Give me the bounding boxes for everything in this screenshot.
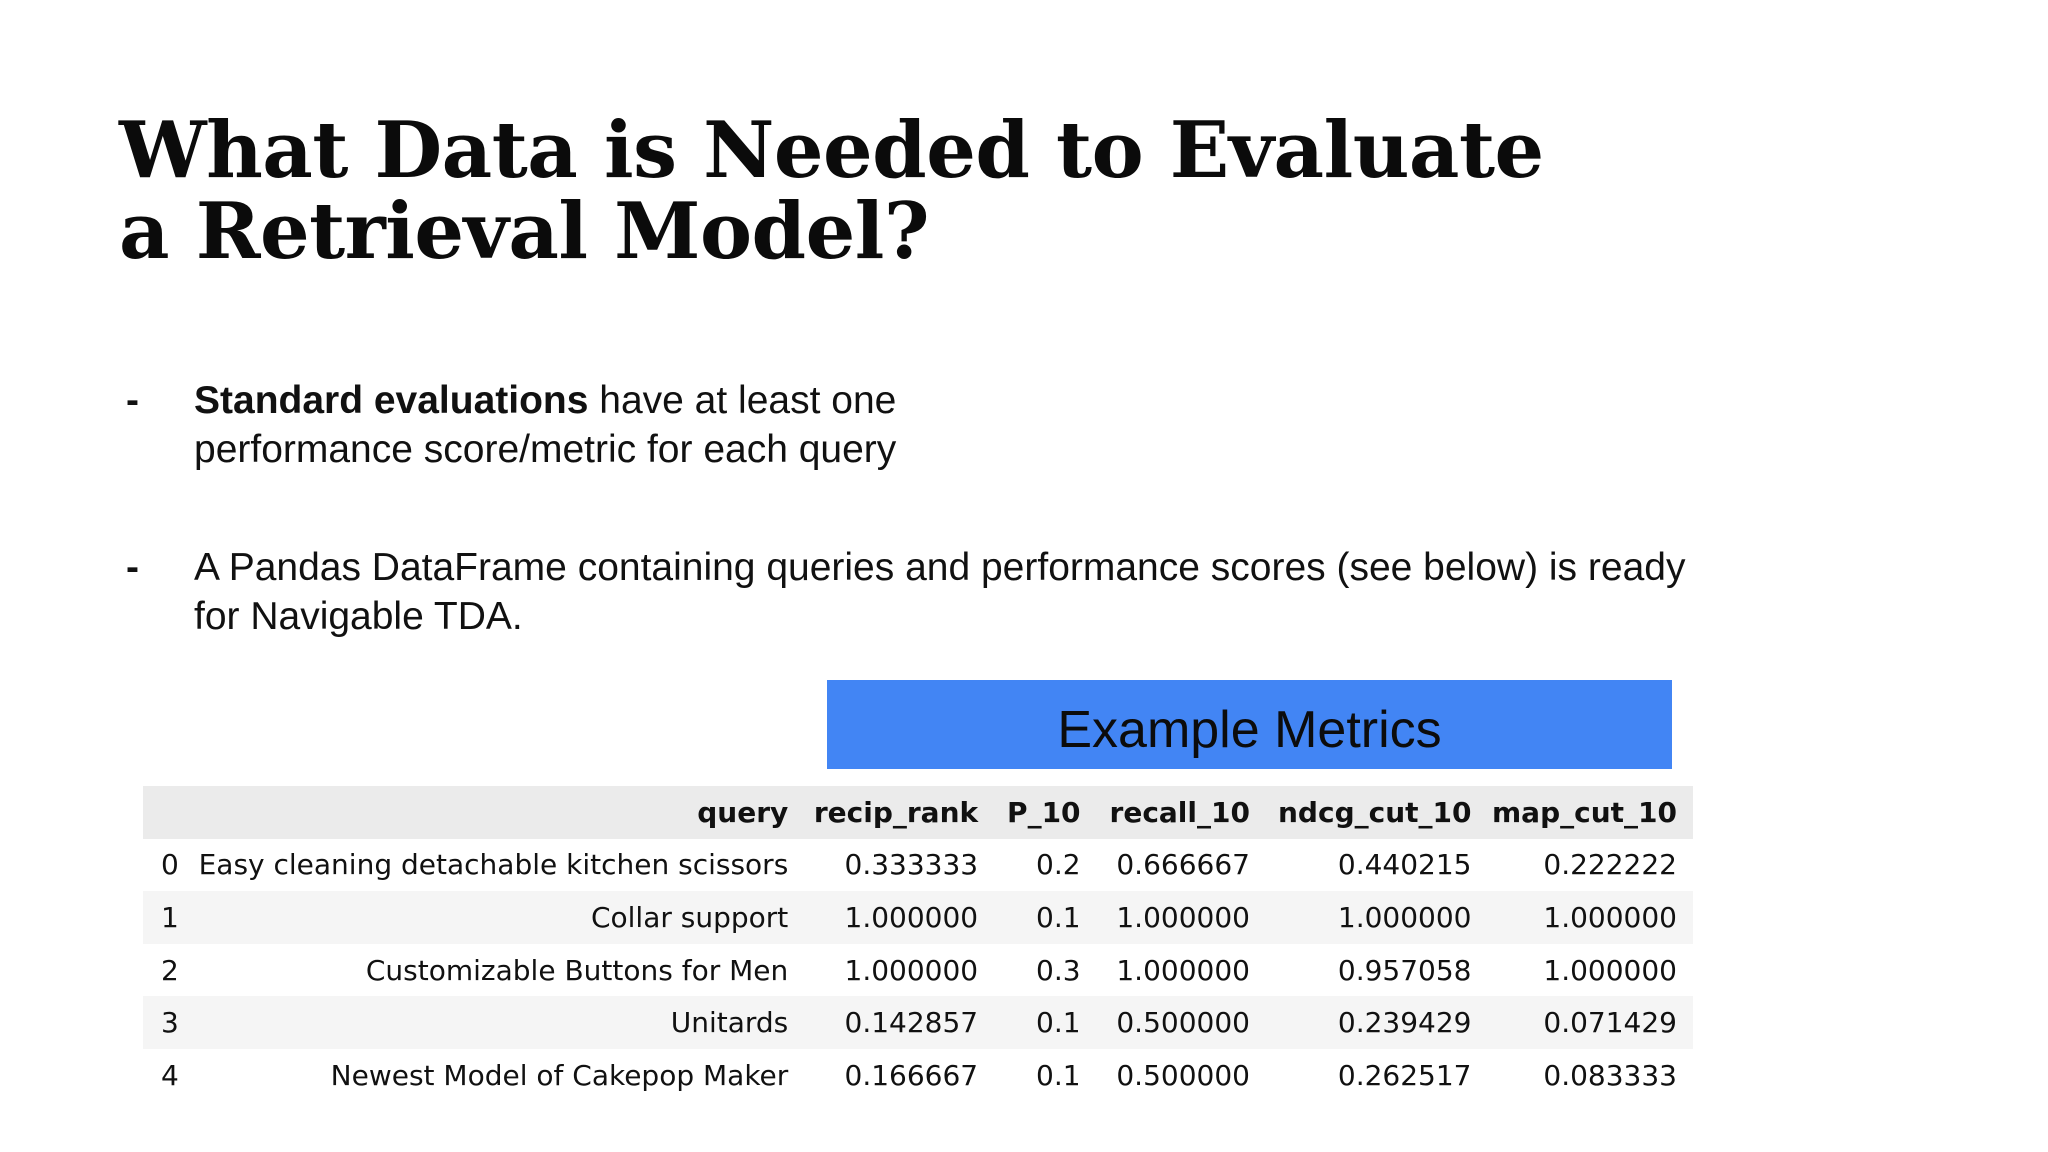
- recall-10-cell: 0.500000: [1116, 1058, 1250, 1092]
- bullet-text: Standard evaluations have at least one p…: [194, 376, 974, 474]
- recip-rank-cell: 1.000000: [844, 900, 979, 934]
- ndcg-cut-10-cell: 0.239429: [1337, 1006, 1472, 1040]
- query-cell: Newest Model of Cakepop Maker: [330, 1058, 789, 1092]
- table-row: 3 Unitards 0.142857 0.1 0.500000 0.23942…: [143, 996, 1693, 1049]
- column-header-recip-rank: recip_rank: [813, 795, 979, 829]
- recip-rank-cell: 0.333333: [844, 848, 979, 882]
- column-header-index: [143, 786, 199, 839]
- query-cell: Unitards: [670, 1006, 789, 1040]
- column-header-map-cut-10: map_cut_10: [1492, 795, 1677, 829]
- table-row: 2 Customizable Buttons for Men 1.000000 …: [143, 943, 1693, 997]
- ndcg-cut-10-cell: 0.262517: [1337, 1058, 1472, 1092]
- p-10-cell: 0.2: [1036, 848, 1081, 882]
- query-cell: Customizable Buttons for Men: [365, 953, 789, 987]
- map-cut-10-cell: 0.083333: [1543, 1058, 1677, 1092]
- column-header-p-10: P_10: [1007, 795, 1081, 829]
- recip-rank-cell: 0.142857: [844, 1006, 979, 1040]
- column-header-ndcg-cut-10: ndcg_cut_10: [1278, 795, 1472, 829]
- example-metrics-banner: Example Metrics: [827, 680, 1672, 769]
- column-header-query: query: [697, 795, 789, 829]
- recip-rank-cell: 0.166667: [844, 1058, 979, 1092]
- recall-10-cell: 1.000000: [1116, 900, 1250, 934]
- map-cut-10-cell: 0.071429: [1543, 1006, 1677, 1040]
- bullet-text: A Pandas DataFrame containing queries an…: [194, 543, 1694, 641]
- p-10-cell: 0.3: [1036, 953, 1081, 987]
- bullet-marker: -: [126, 379, 139, 422]
- recall-10-cell: 1.000000: [1116, 953, 1250, 987]
- recip-rank-cell: 1.000000: [844, 953, 979, 987]
- ndcg-cut-10-cell: 0.440215: [1337, 848, 1472, 882]
- p-10-cell: 0.1: [1036, 900, 1081, 934]
- row-index-cell: 2: [161, 953, 179, 987]
- row-index-cell: 0: [161, 848, 179, 882]
- query-cell: Easy cleaning detachable kitchen scissor…: [198, 848, 789, 882]
- ndcg-cut-10-cell: 0.957058: [1337, 953, 1472, 987]
- row-index-cell: 4: [161, 1058, 179, 1092]
- ndcg-cut-10-cell: 1.000000: [1337, 900, 1472, 934]
- map-cut-10-cell: 1.000000: [1543, 900, 1677, 934]
- table-row: 4 Newest Model of Cakepop Maker 0.166667…: [143, 1048, 1693, 1102]
- recall-10-cell: 0.666667: [1116, 848, 1250, 882]
- example-metrics-label: Example Metrics: [1057, 700, 1442, 759]
- column-header-recall-10: recall_10: [1109, 795, 1250, 829]
- map-cut-10-cell: 1.000000: [1543, 953, 1677, 987]
- query-cell: Collar support: [590, 900, 789, 934]
- p-10-cell: 0.1: [1036, 1058, 1081, 1092]
- slide-title: What Data is Needed to Evaluate a Retrie…: [119, 105, 1544, 278]
- bullet-marker: -: [126, 546, 139, 589]
- bullet-body: have at least one performance score/metr…: [194, 379, 897, 471]
- bullet-body: A Pandas DataFrame containing queries an…: [194, 546, 1686, 638]
- bullet-bold-lead: Standard evaluations: [194, 379, 589, 422]
- table-row: 0 Easy cleaning detachable kitchen sciss…: [143, 838, 1693, 892]
- metrics-dataframe-table: query recip_rank P_10 recall_10 ndcg_cut…: [143, 786, 1693, 1102]
- map-cut-10-cell: 0.222222: [1543, 848, 1677, 882]
- table-row: 1 Collar support 1.000000 0.1 1.000000 1…: [143, 891, 1693, 944]
- recall-10-cell: 0.500000: [1116, 1006, 1250, 1040]
- p-10-cell: 0.1: [1036, 1006, 1081, 1040]
- row-index-cell: 3: [161, 1006, 179, 1040]
- table-header-row: query recip_rank P_10 recall_10 ndcg_cut…: [143, 786, 1693, 839]
- row-index-cell: 1: [161, 900, 179, 934]
